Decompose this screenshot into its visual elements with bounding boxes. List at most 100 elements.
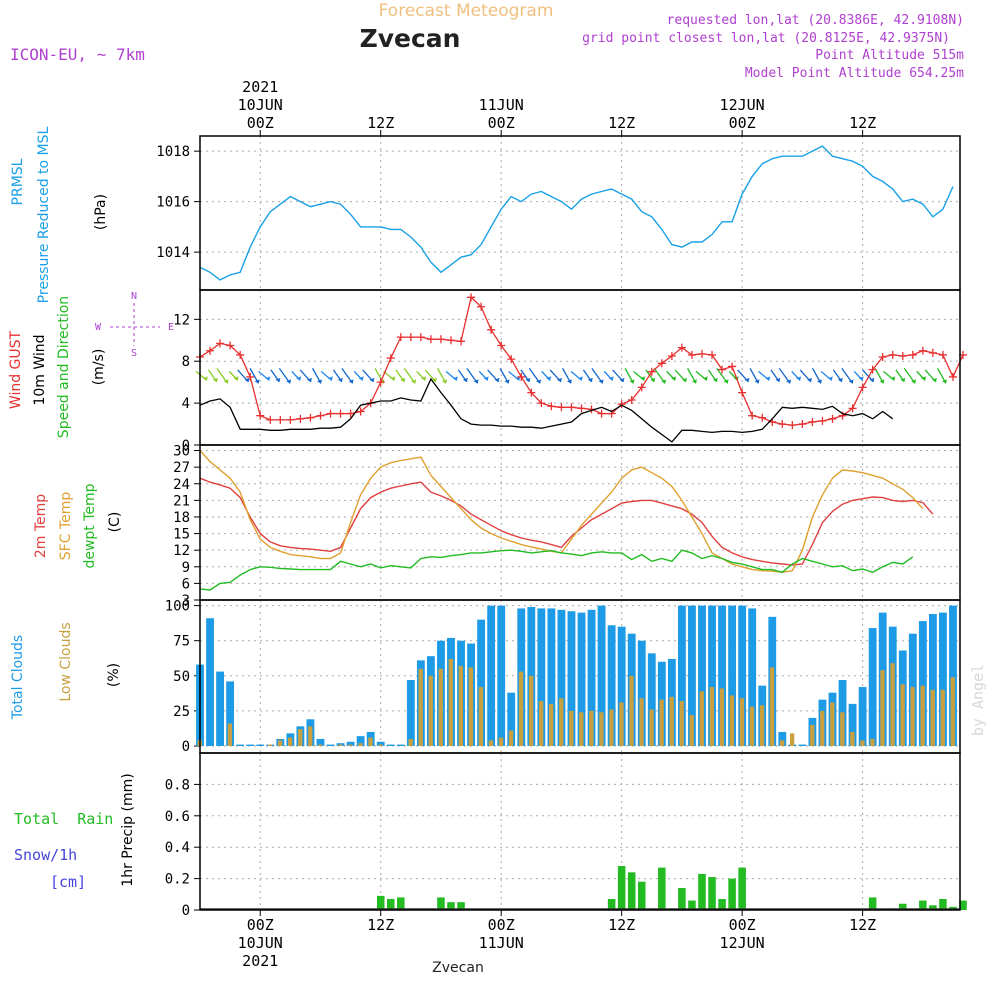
gust-marker: [888, 350, 897, 359]
y-tick-label: 12: [173, 312, 190, 328]
closest-grid-coordinates: grid point closest lon,lat (20.8125E, 42…: [582, 31, 950, 46]
total-cloud-bar: [858, 687, 867, 746]
wind-direction-arrowhead: [827, 376, 833, 381]
wind-direction-arrowhead: [608, 376, 614, 381]
low-cloud-bar: [277, 740, 283, 746]
total-cloud-bar: [356, 736, 365, 746]
total-cloud-bar: [637, 640, 646, 746]
total-cloud-bar: [236, 744, 245, 746]
y-tick-label: 0: [182, 739, 190, 755]
low-cloud-bar: [629, 675, 634, 746]
low-clouds-label: Low Clouds: [58, 622, 74, 701]
model-name: ICON-EU, ~ 7km: [10, 45, 145, 64]
low-cloud-bar: [227, 723, 233, 746]
low-cloud-bar: [549, 703, 554, 746]
pressure-labels: PRMSL Pressure Reduced to MSL (hPa): [10, 126, 109, 303]
gust-marker: [918, 346, 927, 355]
total-cloud-bar: [848, 703, 857, 746]
sfc-temp-line: [199, 450, 924, 574]
low-cloud-bar: [609, 709, 614, 746]
total-cloud-bar: [246, 744, 255, 746]
y-tick-label: 9: [182, 560, 190, 576]
wind-units: (m/s): [91, 349, 107, 386]
rain-bar: [959, 900, 967, 910]
low-cloud-bar: [639, 698, 644, 746]
wind-direction-arrowhead: [921, 376, 927, 381]
low-cloud-bar: [920, 685, 925, 746]
wind-speed-line: [199, 377, 894, 443]
total-cloud-bar: [688, 605, 696, 746]
precip-labels: Total Rain Snow/1h [cm] 1hr Precip (mm): [14, 773, 136, 891]
bottom-tick-label: 12Z: [849, 916, 876, 934]
dewpt-label: dewpt Temp: [82, 483, 98, 568]
bottom-time-axis: 00Z 12Z 00Z 12Z 00Z 12Z 10JUN 11JUN 12JUN 2021: [238, 910, 876, 970]
snow-legend: Snow/1h: [14, 846, 77, 864]
gust-marker: [898, 351, 907, 360]
gust-marker: [848, 404, 857, 413]
gust-label: Wind GUST: [8, 330, 24, 409]
y-tick-label: 0.2: [165, 872, 190, 888]
rain-legend: Total Rain: [14, 810, 113, 828]
wind-direction-arrowhead: [661, 379, 667, 384]
wind-direction-arrowhead: [837, 377, 843, 382]
total-cloud-bar: [376, 741, 385, 746]
requested-coordinates: requested lon,lat (20.8386E, 42.9108N): [667, 13, 964, 28]
location-title: Zvecan: [360, 24, 461, 53]
rain-bar: [919, 900, 927, 910]
y-tick-label: 27: [173, 460, 190, 476]
gust-marker: [306, 413, 315, 422]
total-cloud-bar: [406, 680, 415, 746]
top-tick-label: 00Z: [488, 114, 515, 132]
compass-south: S: [131, 348, 137, 359]
rain-bar: [386, 899, 395, 910]
y-tick-label: 15: [173, 527, 190, 543]
rain-bar: [899, 903, 907, 910]
y-tick-label: 0.6: [165, 809, 190, 825]
gust-marker: [597, 409, 606, 418]
gust-marker: [497, 341, 506, 350]
total-cloud-bar: [547, 608, 556, 746]
rain-bar: [678, 888, 686, 910]
rain-bar: [637, 881, 646, 910]
wind-direction-arrowhead: [691, 379, 697, 384]
compass-east: E: [168, 322, 174, 333]
total-cloud-bar: [647, 653, 656, 746]
panel-frame: [199, 444, 961, 601]
total-cloud-bar: [346, 741, 355, 746]
low-cloud-bar: [368, 737, 373, 746]
low-cloud-bar: [880, 670, 885, 746]
y-tick-label: 75: [173, 634, 190, 650]
top-tick-label: 12Z: [849, 114, 876, 132]
wind-direction-arrowhead: [640, 376, 646, 381]
cloud-labels: Total Clouds Low Clouds (%): [10, 622, 122, 720]
gust-marker: [527, 388, 536, 397]
wind-direction-arrowhead: [369, 377, 375, 382]
rain-bar: [607, 899, 616, 910]
gust-marker: [778, 420, 787, 429]
point-altitude: Point Altitude 515m: [815, 48, 964, 63]
total-cloud-bar: [326, 744, 335, 746]
rain-bar: [627, 872, 636, 910]
wind-direction-arrowhead: [244, 377, 250, 382]
y-tick-label: 0.8: [165, 777, 190, 793]
rain-bar: [658, 867, 666, 910]
total-cloud-bar: [386, 744, 395, 746]
total-cloud-bar: [477, 619, 486, 746]
wind-direction-arrowhead: [941, 379, 947, 384]
wind-direction-arrowhead: [848, 379, 854, 384]
rain-bar: [437, 897, 445, 910]
gust-marker: [657, 359, 666, 368]
gust-marker: [928, 348, 937, 357]
rain-bar: [939, 899, 947, 910]
low-cloud-bar: [719, 688, 725, 746]
wind-direction-arrowhead: [723, 379, 729, 384]
total-cloud-bar: [256, 744, 265, 746]
low-cloud-bar: [840, 712, 845, 746]
low-cloud-bar: [679, 701, 684, 746]
gust-marker: [446, 336, 455, 345]
direction-label: Speed and Direction: [56, 296, 72, 438]
low-cloud-bar: [508, 730, 514, 746]
wind-direction-arrowhead: [650, 377, 656, 382]
total-cloud-bar: [617, 626, 626, 746]
low-cloud-bar: [338, 744, 343, 746]
